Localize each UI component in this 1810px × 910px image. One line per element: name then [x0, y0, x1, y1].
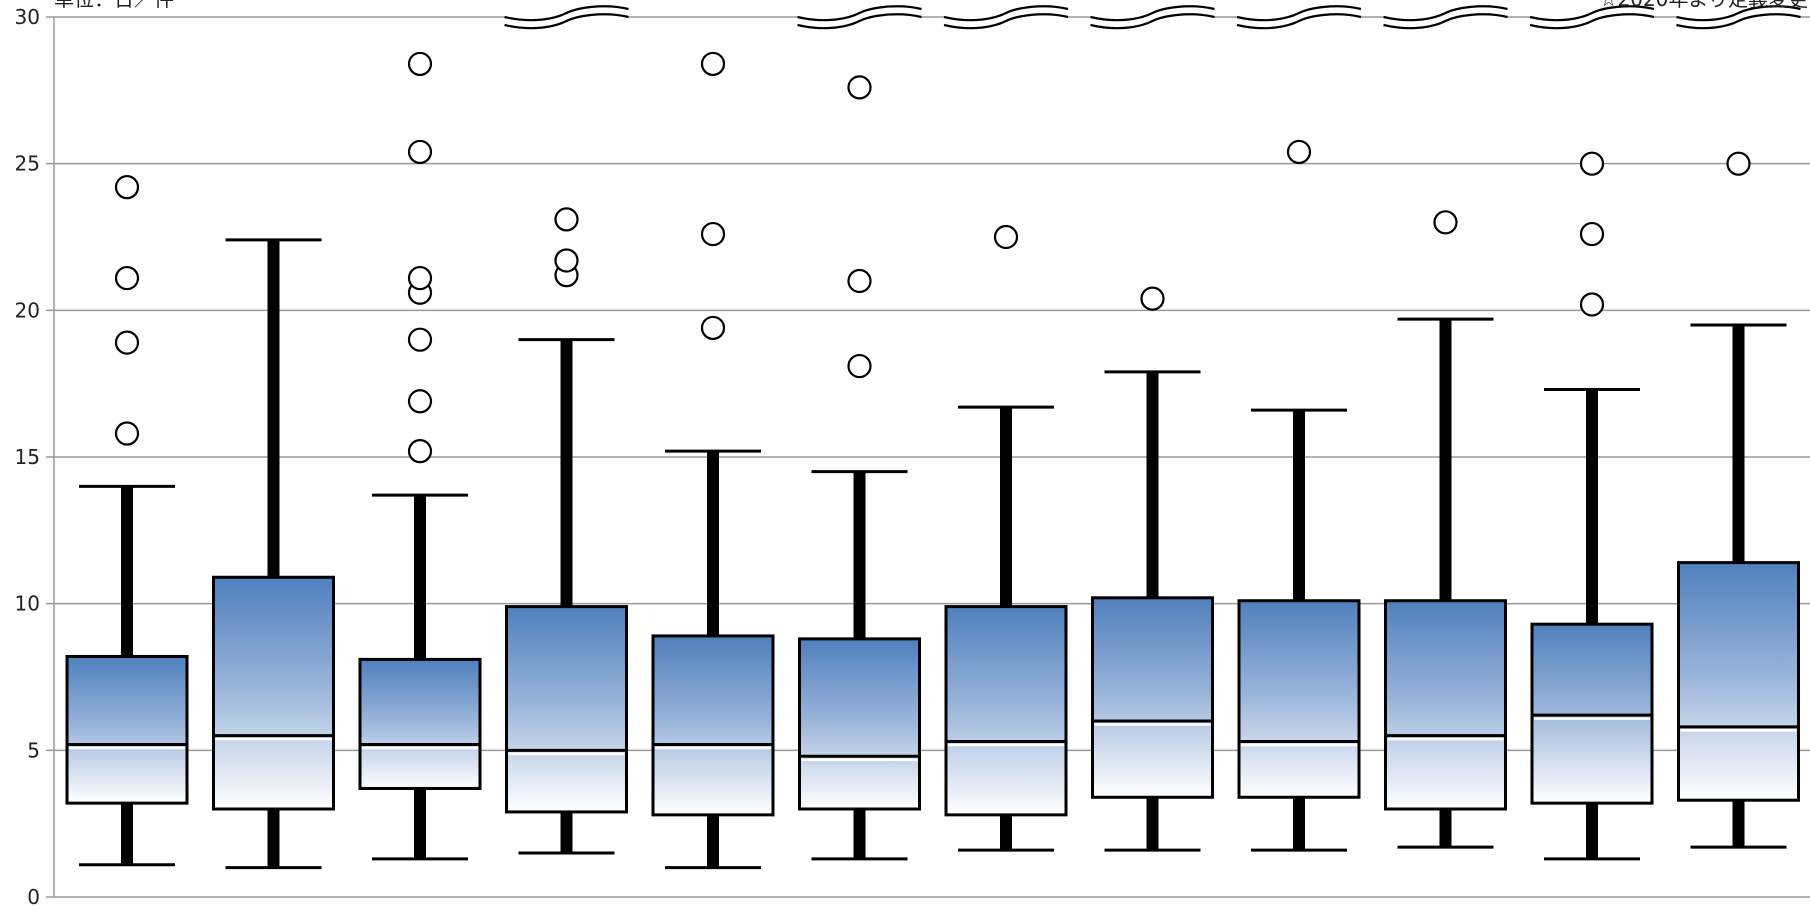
outlier-point: [554, 207, 579, 232]
axis-break-mark: [943, 5, 1069, 30]
axis-break-mark: [1529, 5, 1655, 30]
axis-break-wave: [1236, 5, 1362, 22]
axis-break-mask: [797, 9, 922, 27]
axis-break-marks: [504, 5, 1801, 30]
axis-break-wave: [504, 13, 629, 30]
outlier-point: [114, 265, 140, 291]
y-tick-label: 5: [27, 738, 40, 762]
iqr-box: [798, 637, 921, 811]
outlier-point: [1433, 210, 1458, 235]
iqr-box: [212, 575, 335, 811]
outlier-point: [407, 139, 433, 165]
box-2: [212, 238, 335, 870]
outlier-point: [993, 224, 1019, 250]
y-tick-label: 20: [15, 298, 40, 322]
unit-label: 単位：日／件: [54, 0, 174, 11]
outlier-point: [700, 51, 726, 77]
axis-break-wave: [943, 5, 1069, 22]
outlier-point: [847, 75, 872, 100]
outlier-point: [847, 353, 872, 379]
axis-break-mask: [1090, 9, 1215, 27]
axis-break-wave: [1236, 13, 1362, 30]
y-tick-label: 25: [15, 152, 40, 176]
axis-break-wave: [1090, 5, 1215, 22]
box-5: [651, 51, 775, 870]
iqr-box: [1237, 599, 1361, 799]
iqr-box: [1677, 561, 1800, 802]
iqr-box: [1384, 599, 1507, 811]
axis-break-mark: [1676, 5, 1801, 30]
y-axis: 0 5 10 15 20 25 30: [15, 5, 55, 909]
iqr-box: [358, 657, 482, 790]
y-tick-label: 0: [27, 885, 40, 909]
box-4: [505, 207, 628, 855]
outlier-point: [700, 221, 726, 247]
axis-break-wave: [1676, 13, 1801, 30]
axis-break-mask: [1676, 9, 1801, 27]
box-12: [1677, 151, 1800, 849]
box-9: [1237, 139, 1361, 852]
box-6: [798, 75, 921, 861]
axis-break-wave: [504, 5, 629, 22]
box-8: [1091, 286, 1214, 852]
iqr-box: [651, 634, 775, 817]
axis-break-mask: [1237, 9, 1361, 27]
axis-break-mark: [1383, 5, 1508, 30]
outlier-point: [1726, 151, 1751, 176]
outlier-point: [1286, 139, 1312, 165]
axis-break-mark: [1236, 5, 1362, 30]
axis-break-mask: [944, 9, 1068, 27]
outlier-point: [114, 330, 140, 355]
box-1: [65, 175, 189, 867]
outlier-point: [114, 175, 140, 200]
axis-break-wave: [1383, 13, 1508, 30]
outlier-point: [407, 389, 433, 414]
axis-break-wave: [1676, 5, 1801, 22]
axis-break-wave: [1383, 5, 1508, 22]
axis-break-mark: [797, 5, 922, 30]
box-7: [944, 224, 1068, 852]
y-tick-label: 15: [15, 445, 40, 469]
outlier-point: [407, 327, 433, 352]
outlier-point: [847, 268, 872, 294]
axis-break-wave: [797, 13, 922, 30]
axis-break-mark: [1090, 5, 1215, 30]
outlier-point: [407, 439, 433, 464]
axis-break-wave: [943, 13, 1069, 30]
outlier-point: [1579, 151, 1605, 176]
axis-break-wave: [1090, 13, 1215, 30]
outlier-point: [1140, 286, 1165, 311]
outlier-point: [700, 315, 726, 341]
axis-break-mask: [504, 9, 629, 27]
box-11: [1530, 151, 1654, 861]
iqr-box: [1091, 596, 1214, 799]
grid-lines: [54, 16, 1810, 898]
iqr-box: [944, 605, 1068, 817]
axis-break-wave: [797, 5, 922, 22]
outlier-point: [114, 421, 140, 446]
box-series: [65, 51, 1800, 870]
iqr-box: [65, 654, 189, 805]
outlier-point: [407, 51, 433, 77]
axis-break-mark: [504, 5, 629, 30]
iqr-box: [505, 605, 628, 814]
axis-break-mask: [1383, 9, 1508, 27]
outlier-point: [554, 248, 579, 273]
box-3: [358, 51, 482, 861]
definition-change-note: ☆2020年より定義変更: [1600, 0, 1808, 11]
outlier-point: [1579, 221, 1605, 247]
axis-break-wave: [1529, 13, 1655, 30]
axis-break-wave: [1529, 5, 1655, 22]
y-tick-label: 30: [15, 5, 40, 29]
box-10: [1384, 210, 1507, 849]
outlier-point: [1579, 292, 1605, 317]
y-tick-label: 10: [15, 592, 40, 616]
outlier-point: [407, 265, 433, 291]
axis-break-mask: [1530, 9, 1654, 27]
